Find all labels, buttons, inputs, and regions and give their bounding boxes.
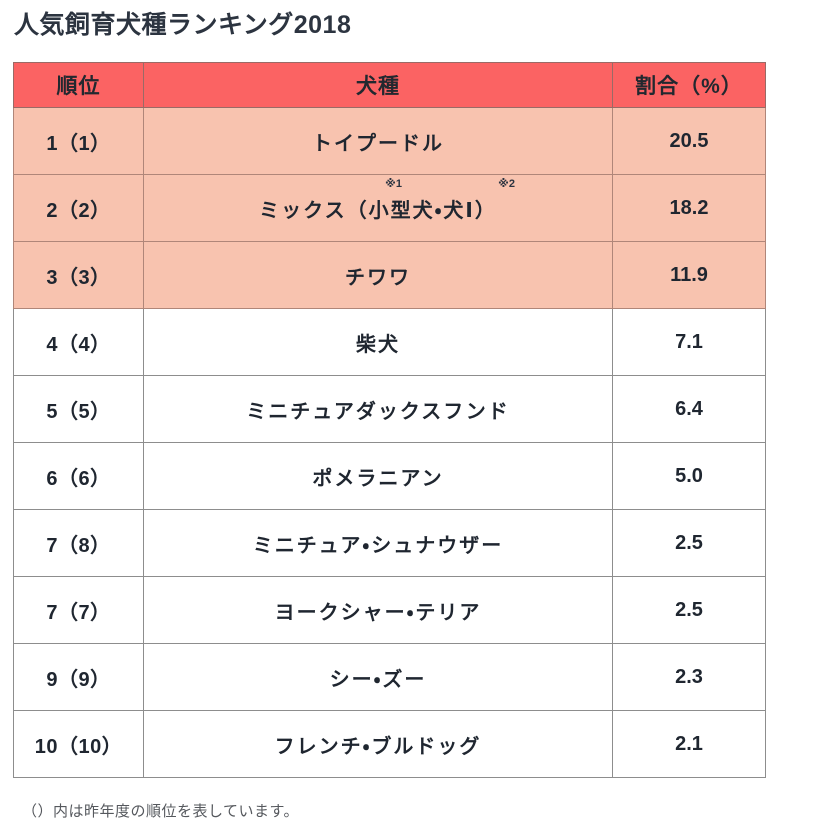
table-row: 10（10） フレンチ・ブルドッグ 2.1: [13, 710, 766, 778]
table-header: 順位 犬種 割合（%）: [13, 62, 766, 108]
table-row: 1（1） トイプードル 20.5: [13, 107, 766, 175]
cell-share: 20.5: [612, 107, 766, 175]
page-title: 人気飼育犬種ランキング2018: [14, 11, 352, 39]
table-row: 6（6） ポメラニアン 5.0: [13, 442, 766, 510]
cell-share: 2.3: [612, 643, 766, 711]
footnote-marker: ※1: [385, 177, 402, 190]
cell-breed: ミニチュア・シュナウザー: [143, 509, 613, 577]
table-row: 2（2） ミックス（小型犬・犬Ⅰ） ※1 ※2 18.2: [13, 174, 766, 242]
cell-breed: チワワ: [143, 241, 613, 309]
cell-rank: 5（5）: [13, 375, 144, 443]
column-header-share: 割合（%）: [612, 62, 766, 108]
cell-rank: 7（8）: [13, 509, 144, 577]
footnote-marker: ※2: [498, 177, 515, 190]
cell-rank: 2（2）: [13, 174, 144, 242]
cell-breed: ミニチュアダックスフンド: [143, 375, 613, 443]
table-row: 9（9） シー・ズー 2.3: [13, 643, 766, 711]
cell-share: 5.0: [612, 442, 766, 510]
cell-breed: フレンチ・ブルドッグ: [143, 710, 613, 778]
table-header-row: 順位 犬種 割合（%）: [13, 62, 766, 108]
cell-breed: ポメラニアン: [143, 442, 613, 510]
ranking-table: 順位 犬種 割合（%） 1（1） トイプードル 20.5 2（2） ミックス（小型犬・犬…: [13, 62, 766, 778]
table-row: 4（4） 柴犬 7.1: [13, 308, 766, 376]
cell-rank: 7（7）: [13, 576, 144, 644]
cell-rank: 3（3）: [13, 241, 144, 309]
cell-rank: 1（1）: [13, 107, 144, 175]
table-row: 7（8） ミニチュア・シュナウザー 2.5: [13, 509, 766, 577]
cell-rank: 4（4）: [13, 308, 144, 376]
column-header-breed: 犬種: [143, 62, 613, 108]
table-row: 3（3） チワワ 11.9: [13, 241, 766, 309]
cell-share: 11.9: [612, 241, 766, 309]
cell-share: 18.2: [612, 174, 766, 242]
cell-rank: 6（6）: [13, 442, 144, 510]
breed-label: ミックス（小型犬・犬Ⅰ） ※1 ※2: [259, 177, 515, 222]
table-row: 5（5） ミニチュアダックスフンド 6.4: [13, 375, 766, 443]
cell-breed: ミックス（小型犬・犬Ⅰ） ※1 ※2: [143, 174, 613, 242]
cell-share: 2.5: [612, 576, 766, 644]
cell-share: 2.1: [612, 710, 766, 778]
cell-breed: トイプードル: [143, 107, 613, 175]
table-row: 7（7） ヨークシャー・テリア 2.5: [13, 576, 766, 644]
cell-rank: 9（9）: [13, 643, 144, 711]
cell-breed: シー・ズー: [143, 643, 613, 711]
cell-share: 6.4: [612, 375, 766, 443]
cell-share: 7.1: [612, 308, 766, 376]
column-header-rank: 順位: [13, 62, 144, 108]
cell-breed: 柴犬: [143, 308, 613, 376]
cell-share: 2.5: [612, 509, 766, 577]
cell-rank: 10（10）: [13, 710, 144, 778]
footnote: （）内は昨年度の順位を表しています。: [22, 803, 300, 820]
cell-breed: ヨークシャー・テリア: [143, 576, 613, 644]
table-body: 1（1） トイプードル 20.5 2（2） ミックス（小型犬・犬Ⅰ） ※1 ※2 18.2 3（…: [13, 107, 766, 778]
